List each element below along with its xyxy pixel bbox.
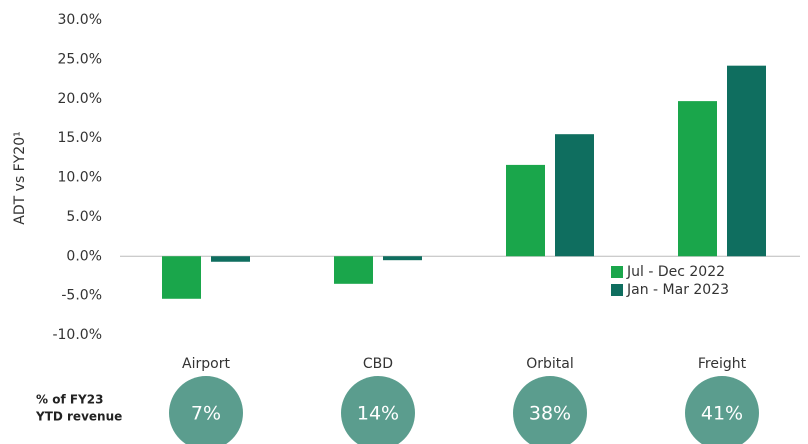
revenue-value: 14% [357,403,399,425]
legend-label: Jan - Mar 2023 [626,282,729,298]
legend-swatch [611,266,623,278]
revenue-label: YTD revenue [35,410,122,424]
bar [555,134,594,257]
bar [162,256,201,299]
bar [506,164,545,257]
y-tick-label: 5.0% [66,209,102,225]
y-tick-label: 25.0% [58,51,102,67]
bar [211,256,250,262]
x-tick-label: Airport [182,356,230,372]
y-tick-label: 20.0% [58,91,102,107]
y-tick-label: -10.0% [52,327,102,343]
bar [727,65,766,257]
revenue-circle [513,376,587,444]
y-tick-label: 0.0% [66,248,102,264]
legend-label: Jul - Dec 2022 [626,264,725,280]
x-tick-label: Freight [698,356,747,372]
revenue-circle [169,376,243,444]
y-tick-label: 10.0% [58,170,102,186]
y-axis-label: ADT vs FY20¹ [12,131,28,224]
revenue-label: % of FY23 [36,393,103,407]
revenue-value: 38% [529,403,571,425]
bar [334,256,373,284]
y-tick-label: 30.0% [58,12,102,28]
revenue-circle [685,376,759,444]
y-tick-label: 15.0% [58,130,102,146]
y-tick-label: -5.0% [61,288,102,304]
revenue-circle [341,376,415,444]
legend-swatch [611,284,623,296]
x-tick-label: CBD [363,356,393,372]
bar [383,256,422,261]
x-tick-label: Orbital [526,356,574,372]
bar [678,101,717,257]
revenue-value: 41% [701,403,743,425]
revenue-value: 7% [191,403,221,425]
